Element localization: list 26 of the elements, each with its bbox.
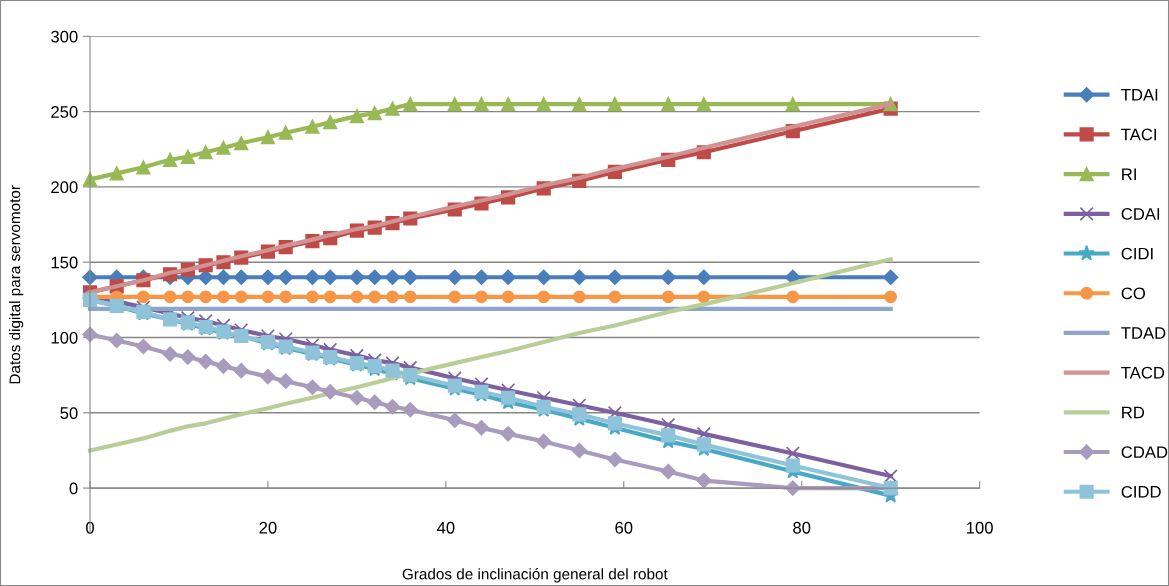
x-axis-title: Grados de inclinación general del robot: [402, 568, 668, 583]
legend-label: TACD: [1121, 366, 1165, 379]
y-axis-title: Datos digital para servomotor: [9, 185, 24, 384]
x-tick-label: 60: [615, 521, 633, 534]
x-tick-label: 100: [966, 521, 993, 534]
legend-label: CIDD: [1121, 485, 1161, 498]
y-tick-label: 100: [51, 331, 78, 344]
legend-label: TDAD: [1121, 327, 1166, 339]
legend-label: CDAD: [1121, 446, 1168, 459]
y-tick-label: 250: [51, 106, 78, 118]
x-tick-label: 0: [86, 521, 94, 534]
y-tick-label: 150: [51, 256, 78, 269]
legend-label: TACI: [1121, 128, 1156, 141]
y-tick-label: 50: [60, 407, 78, 419]
legend-label: CIDI: [1121, 247, 1153, 260]
y-tick-label: 200: [51, 181, 78, 194]
x-tick-label: 80: [793, 521, 811, 534]
x-tick-label: 20: [259, 521, 277, 534]
legend-label: RD: [1122, 406, 1145, 419]
y-tick-label: 300: [51, 30, 78, 43]
legend-label: CO: [1121, 287, 1145, 300]
legend-label: CDAI: [1121, 208, 1160, 220]
legend-label: RI: [1122, 168, 1136, 180]
x-tick-label: 40: [436, 521, 455, 534]
y-tick-label: 0: [69, 482, 78, 495]
legend-label: TDAI: [1121, 89, 1158, 101]
